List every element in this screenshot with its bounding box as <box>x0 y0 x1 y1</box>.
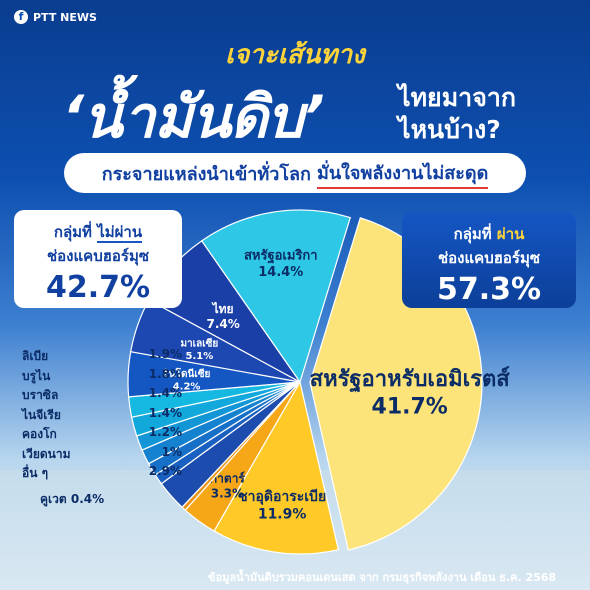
country-name: ลิเบีย <box>22 349 49 363</box>
kicker-title: เจาะเส้นทาง <box>225 40 365 70</box>
footnote-a: ข้อมูลน้ำมันดิบรวมคอนเดนเสต จาก <box>208 571 379 584</box>
country-name: คองโก <box>22 427 57 441</box>
slice-label-value: 7.4% <box>206 317 239 331</box>
group-card-not-through-hormuz: กลุ่มที่ ไม่ผ่าน ช่องแคบฮอร์มุซ 42.7% <box>14 210 182 308</box>
subtitle-part-b: มั่นใจพลังงานไม่สะดุด <box>316 158 489 189</box>
country-list-row: บราซิล 1.4% <box>22 386 182 406</box>
footnote-b: กรมธุรกิจพลังงาน <box>382 571 467 584</box>
group-card-through-hormuz: กลุ่มที่ ผ่าน ช่องแคบฮอร์มุซ 57.3% <box>402 212 576 308</box>
slice-label-name: ซาอุดิอาระเบีย <box>238 489 326 505</box>
pie-slice <box>200 209 352 384</box>
slice-label-value: 3.3% <box>211 486 244 500</box>
slice-label-name: มาเลเซีย <box>180 338 218 350</box>
group-left-value: 42.7% <box>45 270 151 305</box>
small-country-list: ลิเบีย 1.9% บรูไน 1.8% บราซิล 1.4% ไนจีเรีย 1.4… <box>22 347 182 484</box>
country-list-row: อื่น ๆ 2.9% <box>22 464 182 484</box>
slice-label-name: สหรัฐอาหรับเอมิเรตส์ <box>310 366 511 393</box>
pie-slice-label: ไทย 7.4% <box>206 301 239 331</box>
headline-side-line-1: ไทยมาจาก <box>398 83 517 112</box>
pie-slice-label: กาตาร์ 3.3% <box>210 471 246 500</box>
kuwait-label: คูเวต 0.4% <box>40 490 104 509</box>
country-name: เวียดนาม <box>22 446 71 461</box>
country-list-row: บรูไน 1.8% <box>22 367 182 387</box>
country-list-row: ลิเบีย 1.9% <box>22 347 182 367</box>
group-left-strait: ช่องแคบฮอร์มุซ <box>46 247 150 265</box>
brand-name: PTT NEWS <box>33 10 97 24</box>
pie-slice-label: สหรัฐอเมริกา 14.4% <box>244 249 318 280</box>
pie-slice-label: สหรัฐอาหรับเอมิเรตส์ 41.7% <box>310 366 511 420</box>
country-value: 1.2% <box>148 425 182 439</box>
slice-label-value: 4.2% <box>173 381 201 392</box>
slice-label-value: 41.7% <box>372 394 448 419</box>
group-right-prefix: กลุ่มที่ <box>453 225 492 243</box>
headline-side-line-2: ไหนบ้าง? <box>398 115 501 144</box>
country-list-row: เวียดนาม 1% <box>22 445 182 465</box>
facebook-icon: f <box>14 10 28 24</box>
footnote-c: เดือน ธ.ค. 2568 <box>470 571 557 584</box>
country-list-row: คองโก 1.2% <box>22 425 182 445</box>
country-value: 1.8% <box>148 366 182 381</box>
footnote: ข้อมูลน้ำมันดิบรวมคอนเดนเสต จาก กรมธุรกิ… <box>208 568 556 586</box>
country-list-row: ไนจีเรีย 1.4% <box>22 406 182 426</box>
country-name: บราซิล <box>22 388 59 402</box>
group-right-keyword: ผ่าน <box>496 225 525 243</box>
group-right-strait: ช่องแคบฮอร์มุซ <box>437 249 541 267</box>
pie-slice <box>213 380 340 555</box>
brand-logo: f PTT NEWS <box>14 10 97 24</box>
pie-slice-label: มาเลเซีย 5.1% <box>180 338 218 363</box>
headline: ‘น้ำมันดิบ’ <box>62 83 325 151</box>
subtitle-part-a: กระจายแหล่งนำเข้าทั่วโลก <box>101 163 311 185</box>
country-name: อื่น ๆ <box>22 466 49 480</box>
subtitle-banner: กระจายแหล่งนำเข้าทั่วโลก มั่นใจพลังงานไม… <box>64 153 526 193</box>
slice-label-name: ไทย <box>211 301 234 316</box>
group-left-prefix: กลุ่มที่ <box>53 223 92 241</box>
country-value: 1.4% <box>148 386 182 400</box>
slice-label-value: 14.4% <box>258 265 303 280</box>
slice-label-name: สหรัฐอเมริกา <box>244 249 318 265</box>
group-right-value: 57.3% <box>436 272 542 307</box>
country-value: 2.9% <box>148 464 182 478</box>
headline-side: ไทยมาจาก ไหนบ้าง? <box>398 82 516 146</box>
slice-label-value: 5.1% <box>186 351 214 362</box>
pie-slice-label: ซาอุดิอาระเบีย 11.9% <box>238 489 326 523</box>
group-left-keyword: ไม่ผ่าน <box>97 223 143 243</box>
country-value: 1.9% <box>148 347 182 361</box>
slice-label-name: อินโดนีเซีย <box>163 367 211 380</box>
country-value: 1.4% <box>148 405 182 420</box>
slice-label-value: 11.9% <box>258 507 307 523</box>
country-value: 1% <box>161 444 182 459</box>
pie-slice-label: อินโดนีเซีย 4.2% <box>163 367 211 393</box>
kuwait-value: 0.4% <box>70 492 105 506</box>
slice-label-name: กาตาร์ <box>210 471 246 485</box>
kuwait-name: คูเวต <box>40 492 67 506</box>
country-name: บรูไน <box>22 368 51 383</box>
country-name: ไนจีเรีย <box>22 407 61 422</box>
